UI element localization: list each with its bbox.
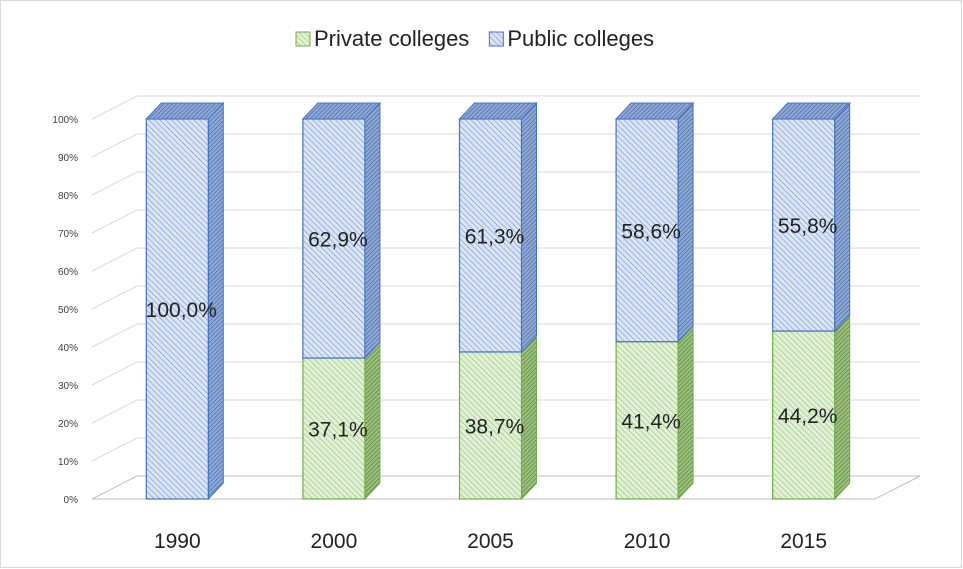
- y-axis-ticks: 0% 10% 20% 30% 40% 50% 60% 70% 80% 90% 100%: [52, 115, 78, 506]
- bar-segment-public: [145, 101, 225, 501]
- bar-segment-public: [614, 101, 695, 343]
- legend-label: Private colleges: [314, 26, 469, 51]
- bar-segment-public: [458, 101, 538, 354]
- data-label: 58,6%: [621, 220, 681, 243]
- y-tick-label: 90%: [58, 153, 78, 164]
- y-tick-label: 100%: [52, 115, 78, 126]
- bar-front-face: [145, 118, 209, 500]
- bar-front-face: [302, 118, 366, 359]
- bar-segment-private: [302, 340, 381, 501]
- y-tick-label: 80%: [58, 191, 78, 202]
- y-tick-label: 50%: [58, 305, 78, 316]
- x-axis-ticks: 1990 2000 2005 2010 2015: [154, 530, 827, 553]
- legend-swatch: [295, 31, 311, 47]
- y-tick-label: 70%: [58, 229, 78, 240]
- legend-item[interactable]: Private colleges: [295, 26, 469, 51]
- legend-label: Public colleges: [507, 26, 654, 51]
- bar-front-face: [458, 118, 523, 353]
- data-label: 100,0%: [146, 299, 217, 322]
- bar-top-face: [145, 102, 225, 120]
- bars: [145, 101, 851, 501]
- data-label: 61,3%: [465, 225, 525, 248]
- bar-top-face: [301, 102, 382, 120]
- bar-segment-public: [301, 101, 382, 360]
- y-tick-label: 20%: [58, 419, 78, 430]
- data-label: 62,9%: [308, 229, 368, 252]
- x-tick-label: 1990: [154, 530, 201, 553]
- x-tick-label: 2015: [780, 530, 827, 553]
- data-label: 37,1%: [308, 419, 368, 442]
- data-label: 44,2%: [778, 405, 838, 428]
- y-tick-label: 10%: [58, 457, 78, 468]
- data-label: 41,4%: [621, 410, 681, 433]
- legend[interactable]: Private colleges Public colleges: [295, 26, 654, 51]
- bar-front-face: [615, 118, 679, 343]
- bar-front-face: [772, 330, 836, 500]
- legend-item[interactable]: Public colleges: [488, 26, 654, 51]
- y-tick-label: 40%: [58, 343, 78, 354]
- x-tick-label: 2005: [467, 530, 514, 553]
- bar-top-face: [771, 102, 851, 120]
- bar-segment-public: [771, 101, 851, 333]
- data-label: 38,7%: [465, 415, 525, 438]
- data-label: 55,8%: [778, 215, 838, 238]
- bar-top-face: [614, 102, 695, 120]
- gridline: [91, 95, 920, 120]
- y-tick-label: 30%: [58, 381, 78, 392]
- x-tick-label: 2010: [624, 530, 671, 553]
- y-tick-label: 60%: [58, 267, 78, 278]
- bar-front-face: [458, 351, 523, 500]
- bar-segment-private: [772, 313, 851, 501]
- bar-top-face: [458, 102, 538, 120]
- x-tick-label: 2000: [311, 530, 358, 553]
- data-labels: 100,0% 37,1% 62,9% 38,7% 61,3% 41,4% 58,6% 44,2…: [146, 215, 838, 441]
- y-tick-label: 0%: [64, 495, 79, 506]
- bar-front-face: [302, 357, 366, 500]
- bar-front-face: [772, 118, 836, 332]
- bar-segment-private: [458, 334, 537, 501]
- legend-swatch: [488, 31, 504, 47]
